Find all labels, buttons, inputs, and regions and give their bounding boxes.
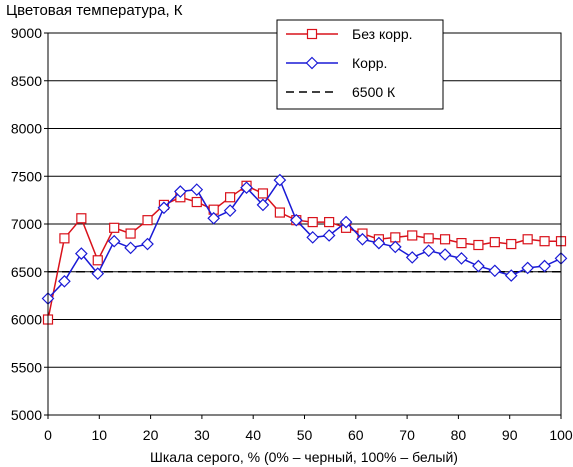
x-tick-label: 50 (297, 427, 313, 443)
y-tick-label: 5000 (11, 407, 42, 423)
data-point (307, 216, 318, 228)
y-tick-label: 5500 (11, 359, 42, 375)
data-point (456, 238, 467, 249)
legend-item-reference: 6500 К (286, 84, 396, 100)
x-axis-label: Шкала серого, % (0% – черный, 100% – бел… (150, 449, 458, 465)
series-corrected (41, 173, 568, 305)
data-point (339, 215, 353, 229)
y-axis-ticks: 5000 5500 6000 6500 7000 7500 8000 8500 9000 (11, 25, 48, 423)
data-point (191, 196, 202, 208)
data-point (422, 244, 435, 258)
y-tick-label: 9000 (11, 25, 42, 41)
y-tick-label: 7500 (11, 168, 42, 184)
data-point (322, 229, 336, 242)
data-point (504, 269, 518, 282)
x-tick-label: 40 (245, 427, 261, 443)
legend-item-corrected: Корр. (286, 55, 387, 71)
data-point (388, 240, 402, 254)
data-point (109, 222, 120, 233)
data-point (473, 239, 484, 251)
x-tick-label: 10 (92, 427, 108, 443)
y-tick-label: 6500 (11, 264, 42, 280)
legend-item-uncorrected: Без корр. (286, 26, 413, 42)
data-point (107, 234, 121, 248)
x-tick-label: 30 (194, 427, 210, 443)
data-point (407, 230, 418, 241)
x-tick-label: 70 (399, 427, 415, 443)
x-tick-label: 80 (451, 427, 467, 443)
legend-swatch-marker (306, 28, 318, 40)
legend-label: Корр. (352, 55, 387, 71)
x-tick-label: 0 (44, 427, 52, 443)
data-point (124, 241, 137, 255)
data-point (522, 234, 533, 245)
y-tick-label: 7000 (11, 216, 42, 232)
data-point (141, 237, 154, 251)
y-tick-label: 8000 (11, 121, 42, 137)
legend: Без корр. Корр. 6500 К (276, 19, 444, 110)
data-point (59, 233, 70, 244)
x-tick-label: 100 (549, 427, 573, 443)
x-axis-ticks: 0 10 20 30 40 50 60 70 80 90 100 (44, 415, 573, 443)
data-point (174, 185, 187, 198)
data-point (58, 274, 71, 288)
data-point (223, 204, 237, 217)
data-point (142, 215, 153, 226)
data-point (390, 232, 401, 243)
data-point (538, 259, 551, 273)
data-point (207, 211, 221, 225)
x-tick-label: 20 (143, 427, 159, 443)
data-point (356, 232, 369, 246)
data-point (506, 238, 517, 250)
data-point (273, 173, 287, 187)
data-point (439, 234, 451, 245)
legend-swatch-marker (305, 56, 319, 70)
data-point (539, 236, 550, 247)
data-point (488, 264, 502, 278)
data-point (240, 181, 253, 195)
y-tick-label: 8500 (11, 73, 42, 89)
data-point (274, 207, 285, 218)
data-point (256, 198, 270, 212)
data-point (472, 259, 485, 273)
data-point (521, 261, 535, 275)
data-point (306, 231, 320, 244)
data-point (74, 247, 88, 260)
data-point (257, 188, 269, 199)
data-point (91, 267, 105, 281)
data-point (225, 192, 236, 203)
data-point (489, 237, 500, 248)
x-tick-label: 90 (502, 427, 518, 443)
data-point (438, 248, 452, 261)
legend-label: Без корр. (352, 26, 413, 42)
data-point (125, 228, 136, 239)
data-point (405, 251, 419, 264)
data-point (324, 216, 335, 228)
data-point (372, 236, 386, 250)
chart-title: Цветовая температура, К (6, 2, 183, 19)
data-point (157, 201, 171, 215)
legend-label: 6500 К (352, 84, 396, 100)
data-point (92, 255, 103, 266)
data-point (289, 213, 303, 227)
x-tick-label: 60 (348, 427, 364, 443)
legend-box (276, 19, 444, 110)
y-tick-label: 6000 (11, 312, 42, 328)
data-point (423, 233, 434, 244)
data-point (190, 183, 204, 196)
data-point (455, 252, 468, 265)
data-point (76, 213, 87, 224)
